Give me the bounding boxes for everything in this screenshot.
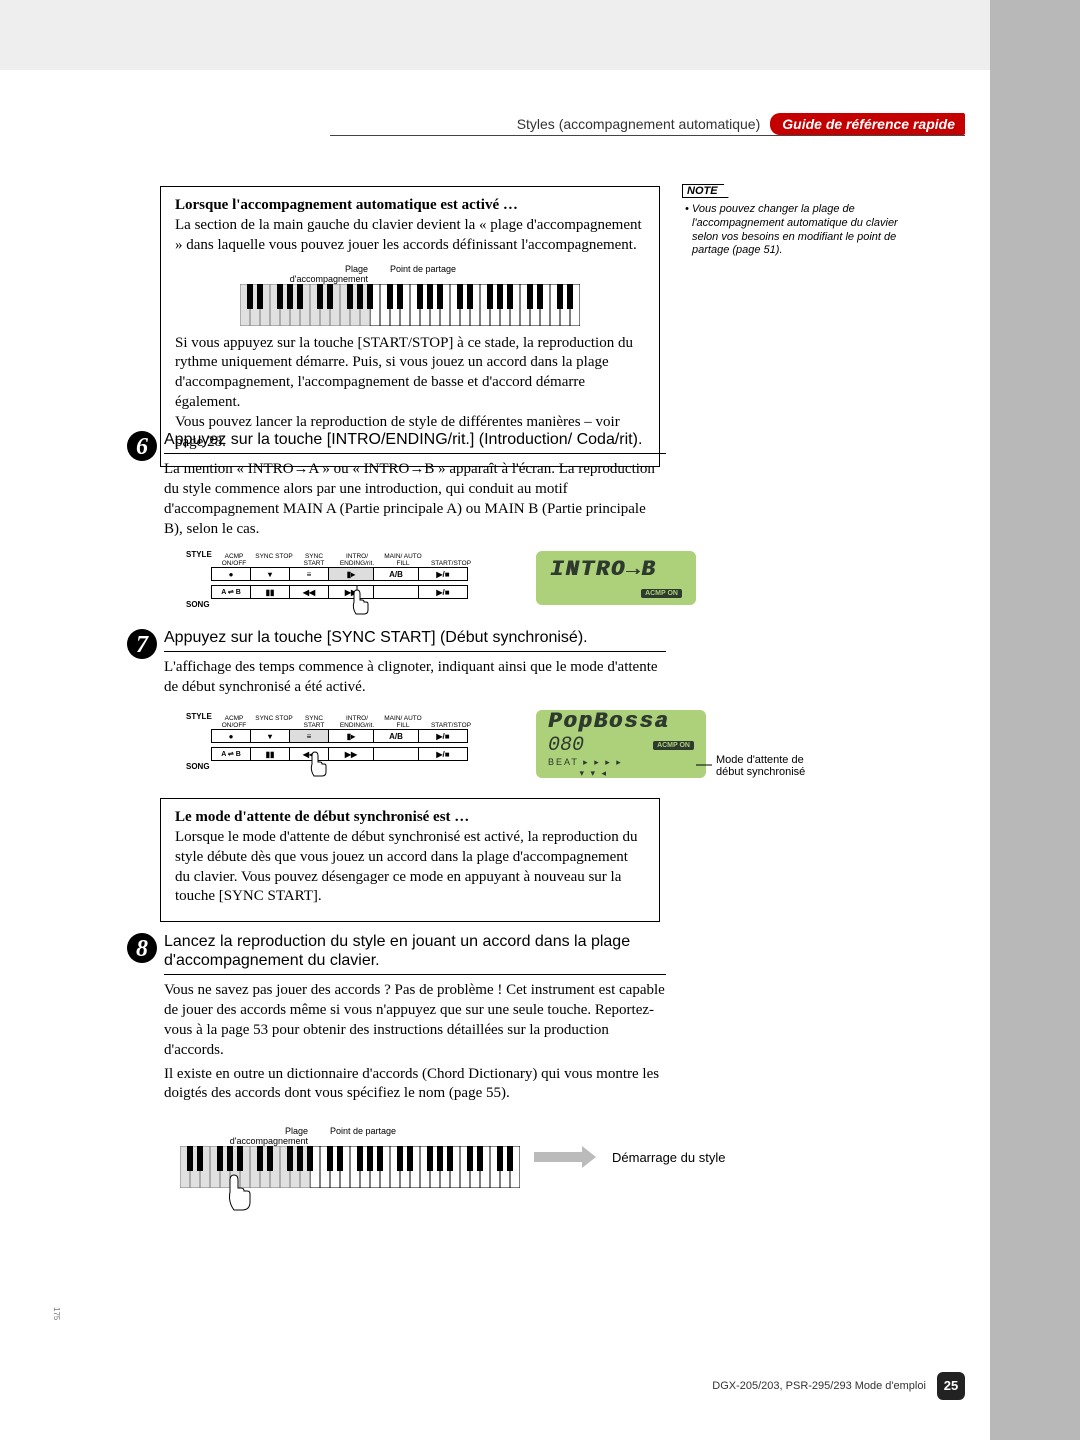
step-8: 8 Lancez la reproduction du style en jou… [126,932,666,1104]
lcd-display-step6: INTRO→B ACMP ON [536,551,696,605]
kbd-split-label-2: Point de partage [330,1126,396,1136]
panel-bottom: A ⇌ B [211,585,251,599]
note-box: NOTE • Vous pouvez changer la plage de l… [682,181,902,258]
footer-text: DGX-205/203, PSR-295/293 Mode d'emploi [712,1380,926,1392]
step-7: 7 Appuyez sur la touche [SYNC START] (Dé… [126,628,666,698]
panel-label: MAIN/ AUTO FILL [380,716,426,729]
keyboard-diagram [240,284,580,326]
hand-icon [346,586,376,616]
panel-song-label2: SONG [186,762,210,771]
panel-label: ACMP ON/OFF [214,716,254,729]
acmp-badge: ACMP ON [641,589,682,598]
panel-play4: ▶/■ [418,747,468,761]
step-8-p2: Il existe en outre un dictionnaire d'acc… [164,1065,666,1105]
info-p2: Si vous appuyez sur la touche [START/STO… [175,334,645,413]
page-number: 25 [937,1372,965,1400]
panel-ab2: A/B [373,729,419,743]
top-shade [0,0,1080,70]
note-text: • Vous pouvez changer la plage de l'acco… [682,203,902,258]
kbd-range-label: Plage d'accompagnement [288,264,368,284]
info-p1: La section de la main gauche du clavier … [175,216,645,256]
lcd-num: 080 [548,734,584,757]
info-title-2: Le mode d'attente de début synchronisé e… [175,809,645,826]
panel-song-label: SONG [186,600,210,609]
lcd-text: INTRO→B [550,557,682,582]
hand-icon-play [220,1172,260,1212]
panel-label: INTRO/ ENDING/rit. [334,716,380,729]
kbd-range-label-2: Plage d'accompagnement [228,1126,308,1146]
step-7-heading: Appuyez sur la touche [SYNC START] (Débu… [164,628,666,652]
panel-label: ACMP ON/OFF [214,554,254,567]
panel-label: INTRO/ ENDING/rit. [334,554,380,567]
step-6-body: La mention « INTRO→A » ou « INTRO→B » ap… [164,460,666,539]
guide-pill: Guide de référence rapide [770,113,965,135]
step-number-8: 8 [126,932,158,964]
lcd-display-step7: PopBossa 080 ACMP ON BEAT ▸ ▸ ▸ ▸ ▾ ▾ ◂ [536,710,706,778]
control-panel-step7: STYLE ACMP ON/OFF SYNC STOP SYNC START I… [186,710,496,770]
step-7-body: L'affichage des temps commence à clignot… [164,658,666,698]
panel-label: SYNC START [294,716,334,729]
right-shade [990,0,1080,1440]
step-6: 6 Appuyez sur la touche [INTRO/ENDING/ri… [126,430,666,539]
step-number-7: 7 [126,628,158,660]
acmp-badge2: ACMP ON [653,741,694,750]
page-header: Styles (accompagnement automatique) Guid… [330,112,965,136]
section-title: Styles (accompagnement automatique) [517,116,761,132]
svg-text:7: 7 [136,632,149,658]
note-label: NOTE [682,184,729,198]
panel-play2: ▶/■ [418,585,468,599]
panel-label: SYNC STOP [254,716,294,729]
info-title-1: Lorsque l'accompagnement automatique est… [175,197,645,214]
panel-label: MAIN/ AUTO FILL [380,554,426,567]
step-6-heading: Appuyez sur la touche [INTRO/ENDING/rit.… [164,430,666,454]
page-footer: DGX-205/203, PSR-295/293 Mode d'emploi 2… [0,1372,965,1400]
step-8-p1: Vous ne savez pas jouer des accords ? Pa… [164,981,666,1060]
beat-indicator: BEAT ▸ ▸ ▸ ▸ ▾ ▾ ◂ [548,757,694,779]
panel-bottom2: A ⇌ B [211,747,251,761]
panel-label: SYNC STOP [254,554,294,567]
kbd-split-label: Point de partage [390,264,456,274]
display-caption: Mode d'attente de début synchronisé [716,754,805,778]
svg-text:6: 6 [136,434,148,460]
panel-play3: ▶/■ [418,729,468,743]
panel-ab: A/B [373,567,419,581]
step-number-6: 6 [126,430,158,462]
info-box-sync: Le mode d'attente de début synchronisé e… [160,798,660,922]
step-8-heading: Lancez la reproduction du style en jouan… [164,932,666,975]
panel-play: ▶/■ [418,567,468,581]
hand-icon [304,748,334,778]
side-number: 175 [52,1307,61,1320]
info-body-2: Lorsque le mode d'attente de début synch… [175,828,645,907]
svg-text:8: 8 [136,936,148,962]
arrow-start-style [534,1152,584,1162]
arrow-label: Démarrage du style [612,1150,725,1165]
info-box-accompaniment: Lorsque l'accompagnement automatique est… [160,186,660,467]
panel-label: SYNC START [294,554,334,567]
lcd-text-top: PopBossa [548,709,694,734]
control-panel-step6: STYLE ACMP ON/OFF SYNC STOP SYNC START I… [186,548,496,608]
